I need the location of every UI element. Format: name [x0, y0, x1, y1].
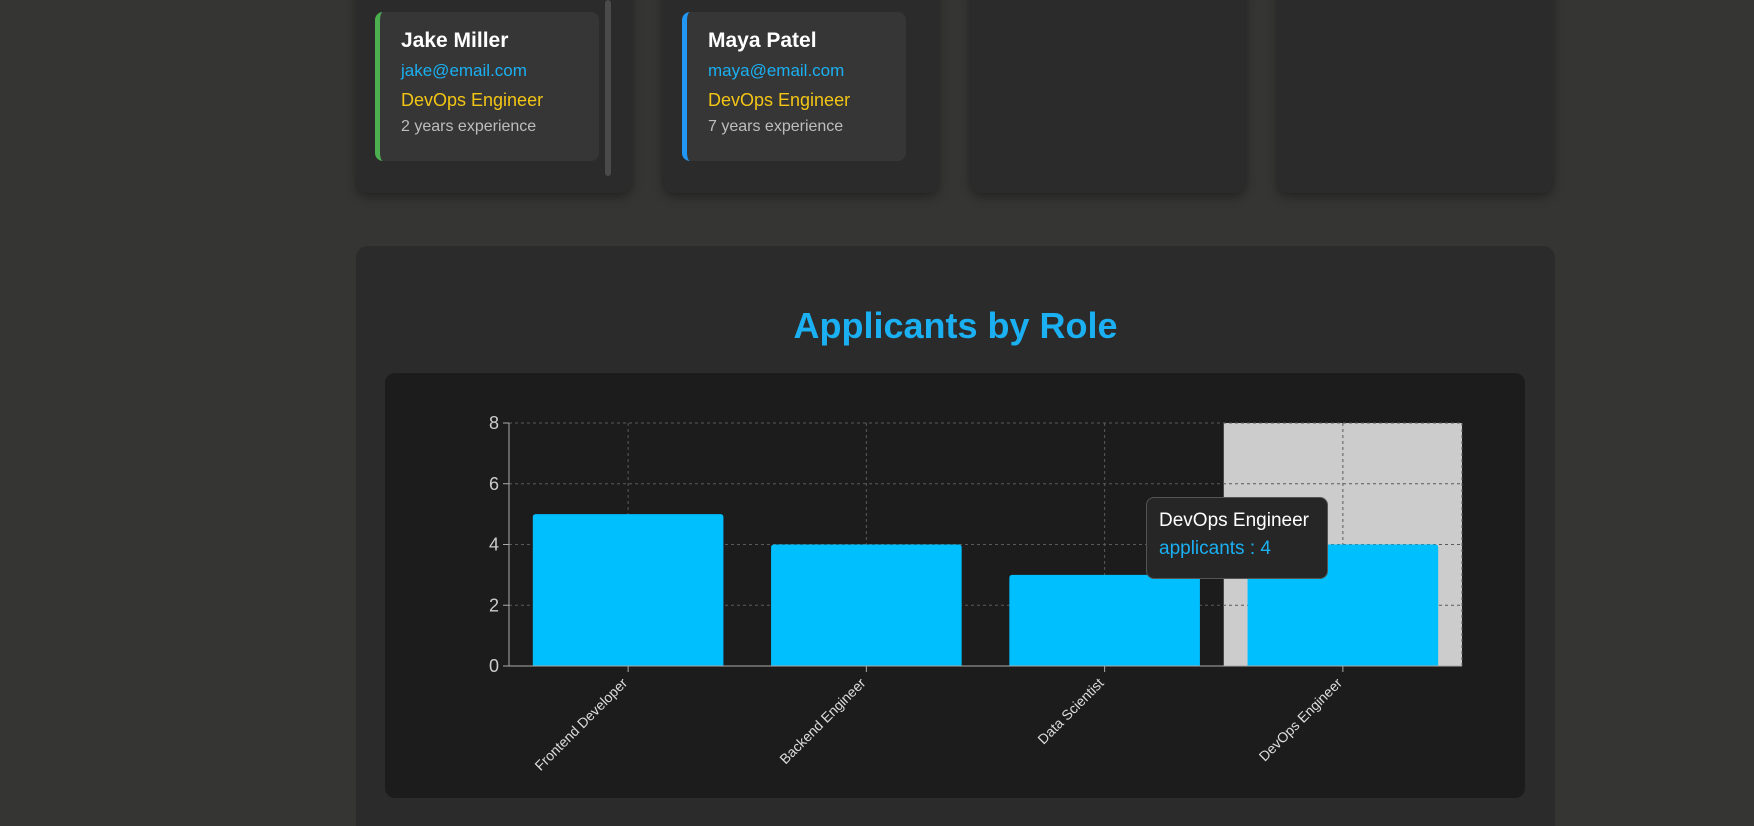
- chart-container: 0 2 4 6 8 Frontend Developer Backend Engineer D…: [385, 373, 1525, 798]
- y-tick-label: 8: [489, 413, 499, 433]
- bar-backend-engineer: [771, 544, 962, 666]
- y-tick-label: 6: [489, 474, 499, 494]
- y-tick-label: 0: [489, 656, 499, 676]
- applicant-card[interactable]: Maya Patel maya@email.com DevOps Enginee…: [682, 12, 906, 161]
- x-tick-label: Frontend Developer: [531, 675, 630, 774]
- applicant-role: DevOps Engineer: [401, 90, 544, 110]
- chart-tooltip: DevOps Engineer applicants : 4: [1146, 497, 1328, 579]
- applicant-experience: 2 years experience: [401, 118, 537, 135]
- applicant-experience: 7 years experience: [708, 118, 844, 135]
- kanban-column: [970, 0, 1246, 193]
- y-tick-label: 4: [489, 535, 499, 555]
- applicant-email[interactable]: maya@email.com: [708, 61, 845, 80]
- y-tick-label: 2: [489, 595, 499, 615]
- chart-title: Applicants by Role: [793, 305, 1118, 346]
- applicant-name: Jake Miller: [401, 29, 509, 52]
- x-tick-label: Data Scientist: [1034, 675, 1106, 747]
- bar-frontend-developer: [532, 514, 724, 666]
- kanban-column: [1277, 0, 1553, 193]
- column-scrollbar[interactable]: [605, 0, 611, 176]
- applicant-card[interactable]: Jake Miller jake@email.com DevOps Engine…: [375, 12, 599, 161]
- x-tick-label: Backend Engineer: [776, 675, 868, 767]
- applicant-email[interactable]: jake@email.com: [401, 61, 527, 80]
- applicant-name: Maya Patel: [708, 29, 817, 52]
- bar-data-scientist: [1009, 574, 1200, 666]
- tooltip-title: DevOps Engineer: [1159, 510, 1309, 531]
- applicant-role: DevOps Engineer: [708, 90, 851, 110]
- bar-chart: 0 2 4 6 8 Frontend Developer Backend Engineer D…: [489, 413, 1463, 774]
- tooltip-value: applicants : 4: [1159, 538, 1271, 559]
- x-tick-label: DevOps Engineer: [1256, 675, 1346, 765]
